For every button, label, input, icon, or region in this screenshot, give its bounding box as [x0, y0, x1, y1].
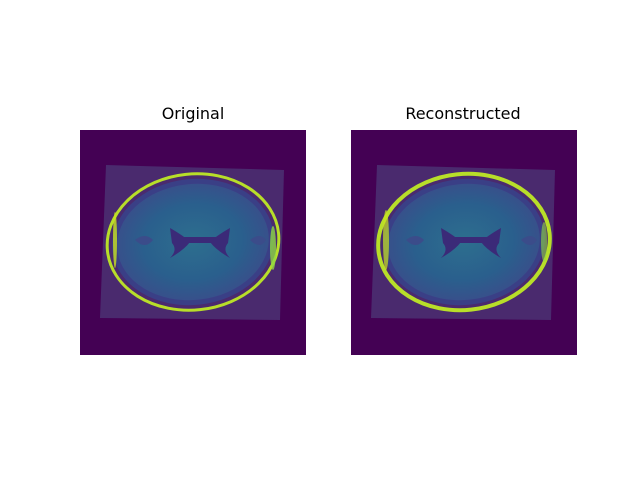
brain-scan-original: [100, 165, 284, 320]
brain-scan-reconstructed: [371, 165, 555, 320]
reconstructed-image: [351, 130, 577, 355]
original-image: [80, 130, 306, 355]
reconstructed-title: Reconstructed: [405, 104, 521, 123]
original-title: Original: [161, 104, 225, 123]
